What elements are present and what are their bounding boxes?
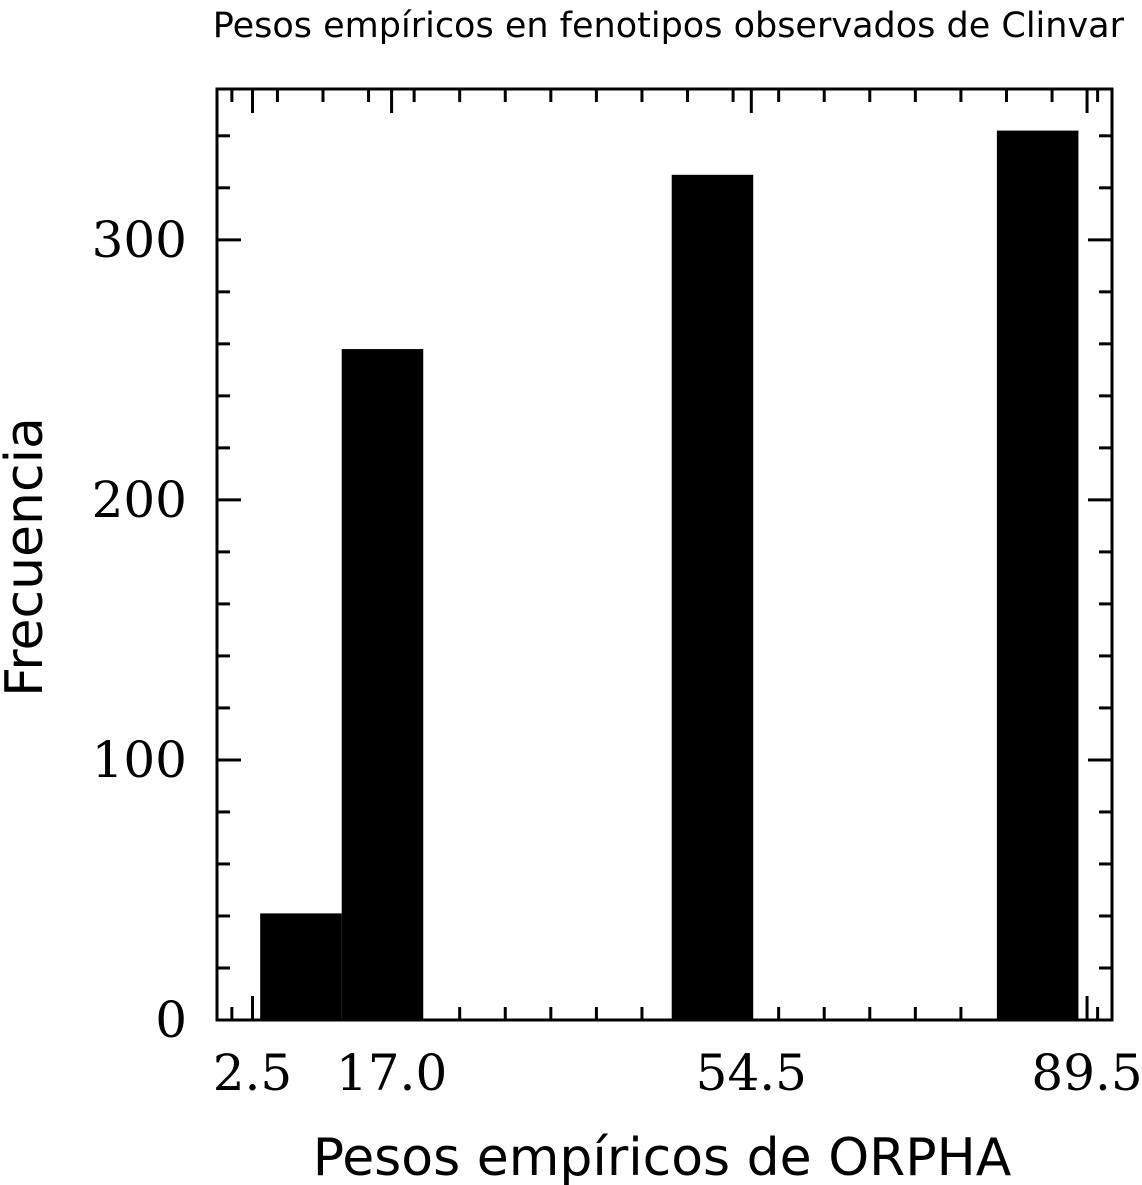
chart-title: Pesos empíricos en fenotipos observados … [213,6,1125,46]
bar-1 [341,349,424,1020]
y-tick-label-200: 200 [92,471,187,529]
bar-2 [671,174,754,1021]
y-axis-label: Frecuencia [0,417,55,697]
y-tick-label-100: 100 [92,731,187,789]
tick-labels-group: 0 100 200 300 2.5 17.0 54.5 89.5 [92,211,1142,1102]
y-tick-label-300: 300 [92,211,187,269]
y-tick-label-0: 0 [155,991,187,1049]
x-tick-label-3: 89.5 [1031,1044,1142,1102]
x-tick-label-1: 17.0 [336,1044,447,1102]
x-tick-label-0: 2.5 [213,1044,293,1102]
plot-frame [215,87,1114,1022]
x-tick-label-2: 54.5 [696,1044,807,1102]
x-axis-label: Pesos empíricos de ORPHA [313,1128,1012,1185]
bars-group [260,130,1079,1021]
ticks-group [217,89,1112,1022]
bar-3 [996,130,1079,1020]
bar-0 [260,913,342,1020]
